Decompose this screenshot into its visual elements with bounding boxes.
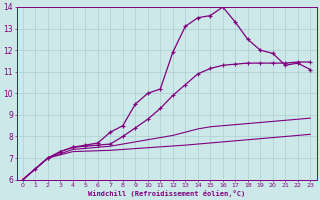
X-axis label: Windchill (Refroidissement éolien,°C): Windchill (Refroidissement éolien,°C) — [88, 190, 245, 197]
